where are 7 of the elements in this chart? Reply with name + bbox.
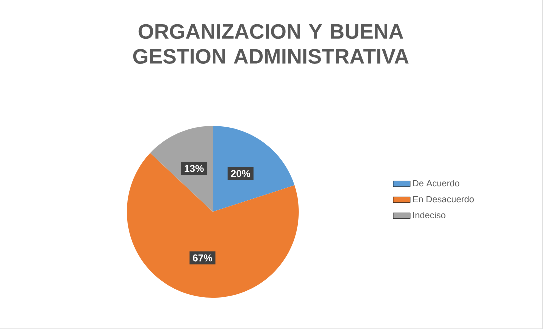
legend-label: Indeciso xyxy=(413,212,446,218)
data-label: 67% xyxy=(193,254,212,262)
data-label: 13% xyxy=(184,165,204,172)
chart-title: ORGANIZACION Y BUENA GESTION ADMINISTRATIVA xyxy=(133,24,409,64)
data-label: 20% xyxy=(231,170,251,178)
legend-label: De Acuerdo xyxy=(413,180,460,187)
legend-label: En Desacuerdo xyxy=(413,196,474,203)
